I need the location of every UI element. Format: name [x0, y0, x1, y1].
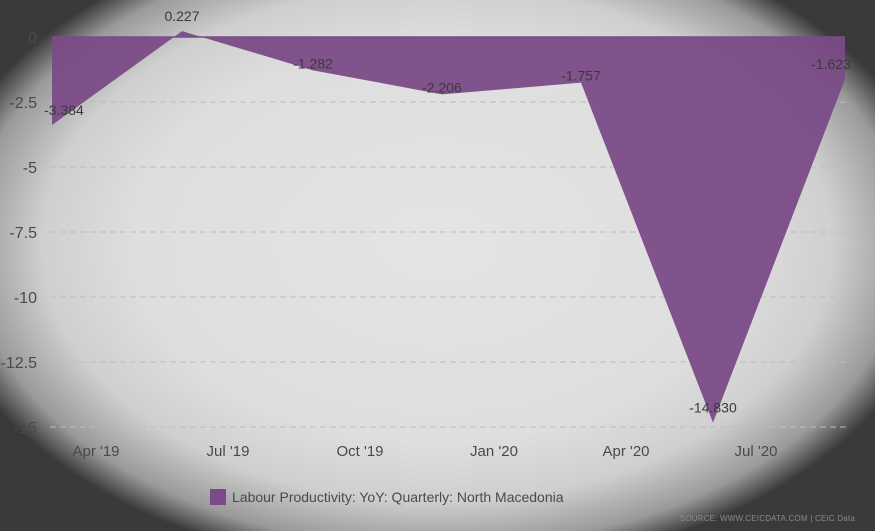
grid-layer	[50, 101, 850, 428]
legend: Labour Productivity: YoY: Quarterly: Nor…	[210, 489, 564, 505]
y-tick-label: -5	[23, 160, 37, 177]
y-tick-label: -10	[14, 290, 37, 307]
data-label: -2.206	[422, 79, 462, 95]
x-tick-label: Jan '20	[470, 443, 518, 460]
data-label: -3.384	[44, 102, 84, 118]
y-axis: 0 -2.5 -5 -7.5 -10 -12.5 -15	[1, 30, 38, 437]
data-label: -14.830	[689, 400, 737, 416]
area-layer	[51, 30, 846, 423]
data-label: -1.282	[293, 55, 333, 71]
x-tick-label: Apr '20	[602, 443, 649, 460]
source-note: SOURCE: WWW.CEICDATA.COM | CEIC Data	[679, 514, 855, 523]
y-tick-label: -15	[14, 420, 37, 437]
data-labels: -3.384 0.227 -1.282 -2.206 -1.757 -14.830 -1.6…	[44, 8, 851, 415]
y-tick-label: -12.5	[1, 355, 38, 372]
legend-label: Labour Productivity: YoY: Quarterly: Nor…	[232, 489, 564, 505]
y-tick-label: -2.5	[9, 95, 37, 112]
y-tick-label: -7.5	[9, 225, 37, 242]
data-label: -1.757	[561, 68, 601, 84]
x-tick-label: Oct '19	[336, 443, 383, 460]
series-area	[52, 31, 845, 423]
x-tick-label: Jul '20	[735, 443, 778, 460]
data-label: -1.623	[811, 56, 851, 72]
legend-swatch	[210, 489, 226, 505]
x-tick-label: Jul '19	[207, 443, 250, 460]
x-tick-label: Apr '19	[72, 443, 119, 460]
data-label: 0.227	[164, 8, 199, 24]
x-axis: Apr '19 Jul '19 Oct '19 Jan '20 Apr '20 Jul '…	[72, 443, 777, 460]
y-tick-label: 0	[28, 30, 37, 47]
